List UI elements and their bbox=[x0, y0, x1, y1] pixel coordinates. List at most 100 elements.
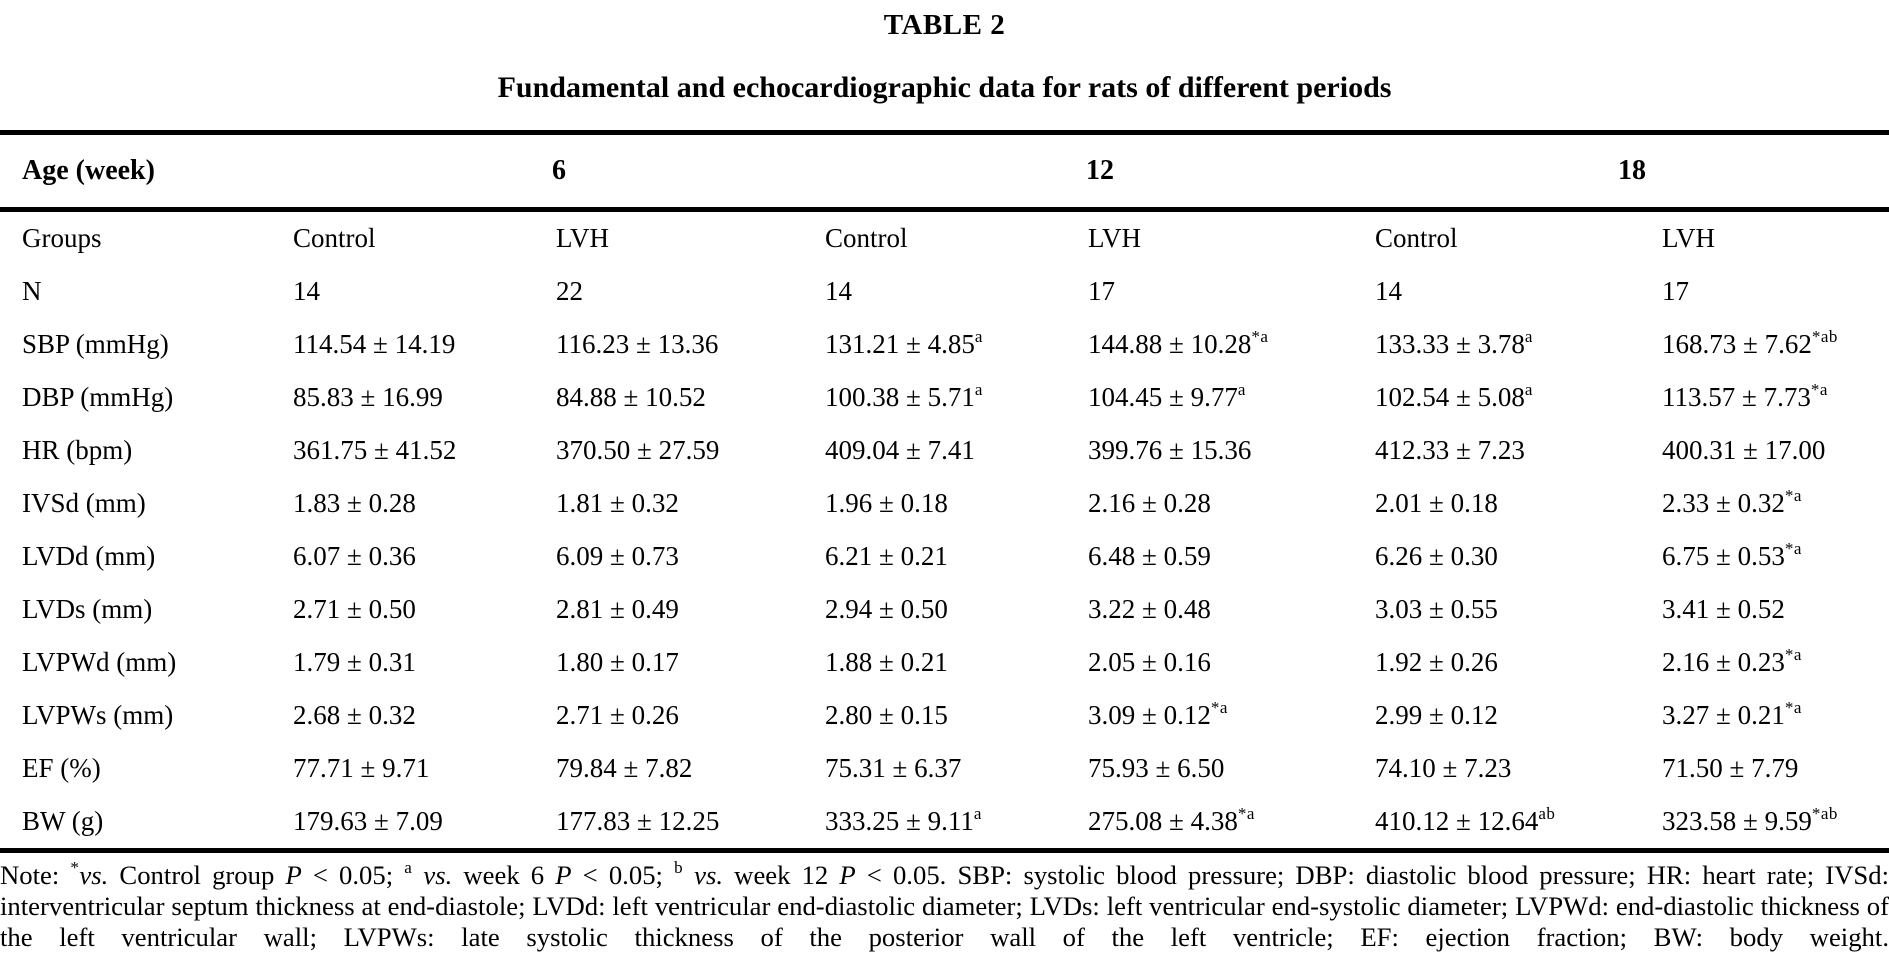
table-note: Note: *vs. Control group P < 0.05; a vs.… bbox=[0, 859, 1889, 953]
table-row: LVPWs (mm) 2.68 ± 0.32 2.71 ± 0.26 2.80 ± 0… bbox=[0, 689, 1889, 742]
data-cell: LVH bbox=[1088, 223, 1142, 253]
data-cell: 168.73 ± 7.62*ab bbox=[1662, 327, 1838, 359]
data-cell: 2.33 ± 0.32*a bbox=[1662, 486, 1802, 518]
data-cell: 84.88 ± 10.52 bbox=[556, 382, 706, 412]
significance-superscript: *a bbox=[1237, 804, 1255, 823]
data-cell: 6.26 ± 0.30 bbox=[1375, 541, 1498, 571]
data-cell: 333.25 ± 9.11a bbox=[825, 804, 982, 836]
data-cell: 85.83 ± 16.99 bbox=[293, 382, 443, 412]
significance-superscript: *a bbox=[1251, 327, 1269, 346]
table-row: LVDs (mm) 2.71 ± 0.50 2.81 ± 0.49 2.94 ± 0.… bbox=[0, 583, 1889, 636]
data-cell: 75.31 ± 6.37 bbox=[825, 753, 962, 783]
note-text-segment: vs. bbox=[423, 860, 453, 890]
row-label: LVPWd (mm) bbox=[22, 647, 177, 677]
row-label: BW (g) bbox=[22, 806, 104, 836]
table-row: BW (g) 179.63 ± 7.09 177.83 ± 12.25 333.25 … bbox=[0, 795, 1889, 851]
data-cell: 2.94 ± 0.50 bbox=[825, 594, 948, 624]
data-cell: 2.16 ± 0.23*a bbox=[1662, 645, 1802, 677]
data-cell: 2.81 ± 0.49 bbox=[556, 594, 679, 624]
data-cell: 14 bbox=[293, 276, 320, 306]
table-caption: Fundamental and echocardiographic data f… bbox=[497, 71, 1392, 104]
significance-superscript: *a bbox=[1210, 698, 1228, 717]
table-row: LVDd (mm) 6.07 ± 0.36 6.09 ± 0.73 6.21 ± 0.… bbox=[0, 530, 1889, 583]
data-cell: 3.27 ± 0.21*a bbox=[1662, 698, 1802, 730]
significance-superscript: *a bbox=[1784, 486, 1802, 505]
data-cell: 323.58 ± 9.59*ab bbox=[1662, 804, 1838, 836]
data-cell: 1.79 ± 0.31 bbox=[293, 647, 416, 677]
significance-superscript: a bbox=[1524, 327, 1533, 346]
significance-superscript: a bbox=[974, 380, 983, 399]
data-cell: 6.75 ± 0.53*a bbox=[1662, 539, 1802, 571]
age-week-header: Age (week) bbox=[0, 132, 293, 212]
data-cell: 75.93 ± 6.50 bbox=[1088, 753, 1225, 783]
data-cell: 100.38 ± 5.71a bbox=[825, 380, 983, 412]
data-cell: 6.48 ± 0.59 bbox=[1088, 541, 1211, 571]
data-cell: 410.12 ± 12.64ab bbox=[1375, 804, 1556, 836]
data-cell: 6.09 ± 0.73 bbox=[556, 541, 679, 571]
data-cell: 3.41 ± 0.52 bbox=[1662, 594, 1785, 624]
significance-superscript: *ab bbox=[1811, 327, 1838, 346]
data-cell: 409.04 ± 7.41 bbox=[825, 435, 975, 465]
row-label: IVSd (mm) bbox=[22, 488, 146, 518]
data-cell: 1.80 ± 0.17 bbox=[556, 647, 679, 677]
significance-superscript: ab bbox=[1538, 804, 1556, 823]
note-text-segment: Note: bbox=[0, 860, 71, 890]
note-text-segment: week 6 bbox=[452, 860, 556, 890]
data-cell: 6.07 ± 0.36 bbox=[293, 541, 416, 571]
note-text-segment: week 12 bbox=[723, 860, 840, 890]
data-cell: 14 bbox=[825, 276, 852, 306]
age-group-header-6: 6 bbox=[293, 132, 825, 212]
table-row: DBP (mmHg) 85.83 ± 16.99 84.88 ± 10.52 100.… bbox=[0, 371, 1889, 424]
note-text-segment bbox=[683, 860, 694, 890]
data-cell: LVH bbox=[1662, 223, 1716, 253]
data-cell: Control bbox=[825, 223, 908, 253]
data-cell: 14 bbox=[1375, 276, 1402, 306]
table-row: N 14 22 14 17 14 17 bbox=[0, 265, 1889, 318]
row-label: Groups bbox=[22, 223, 102, 253]
data-cell: 133.33 ± 3.78a bbox=[1375, 327, 1533, 359]
data-cell: 17 bbox=[1662, 276, 1689, 306]
data-cell: 400.31 ± 17.00 bbox=[1662, 435, 1826, 465]
data-cell: 3.09 ± 0.12*a bbox=[1088, 698, 1228, 730]
data-cell: 22 bbox=[556, 276, 583, 306]
row-label: SBP (mmHg) bbox=[22, 329, 169, 359]
significance-superscript: a bbox=[973, 804, 982, 823]
row-label: LVDs (mm) bbox=[22, 594, 153, 624]
data-cell: 2.71 ± 0.50 bbox=[293, 594, 416, 624]
note-text-segment: < 0.05. SBP: systolic blood pressure; DB… bbox=[0, 860, 1889, 952]
note-text-segment: P bbox=[285, 860, 302, 890]
data-cell: 113.57 ± 7.73*a bbox=[1662, 380, 1828, 412]
row-label: HR (bpm) bbox=[22, 435, 133, 465]
data-cell: 74.10 ± 7.23 bbox=[1375, 753, 1512, 783]
row-label: EF (%) bbox=[22, 753, 101, 783]
age-group-header-12: 12 bbox=[825, 132, 1375, 212]
note-text-segment: < 0.05; bbox=[301, 860, 405, 890]
data-cell: 177.83 ± 12.25 bbox=[556, 806, 720, 836]
data-cell: 1.92 ± 0.26 bbox=[1375, 647, 1498, 677]
significance-superscript: a bbox=[1524, 380, 1533, 399]
data-cell: LVH bbox=[556, 223, 610, 253]
note-text-segment: P bbox=[839, 860, 856, 890]
significance-superscript: a bbox=[974, 327, 983, 346]
significance-superscript: *a bbox=[1784, 645, 1802, 664]
data-cell: 361.75 ± 41.52 bbox=[293, 435, 457, 465]
data-cell: 6.21 ± 0.21 bbox=[825, 541, 948, 571]
data-cell: Control bbox=[293, 223, 376, 253]
significance-superscript: *ab bbox=[1811, 804, 1838, 823]
data-cell: 412.33 ± 7.23 bbox=[1375, 435, 1525, 465]
data-cell: 2.05 ± 0.16 bbox=[1088, 647, 1211, 677]
data-table: Age (week) 6 12 18 Groups Control LVH Contr… bbox=[0, 130, 1889, 853]
note-text-segment bbox=[412, 860, 423, 890]
data-cell: 2.80 ± 0.15 bbox=[825, 700, 948, 730]
note-text-segment: P bbox=[555, 860, 572, 890]
note-text-segment: vs. bbox=[694, 860, 724, 890]
data-cell: 79.84 ± 7.82 bbox=[556, 753, 693, 783]
age-group-header-18: 18 bbox=[1375, 132, 1889, 212]
data-cell: 144.88 ± 10.28*a bbox=[1088, 327, 1269, 359]
data-cell: Control bbox=[1375, 223, 1458, 253]
table-row: IVSd (mm) 1.83 ± 0.28 1.81 ± 0.32 1.96 ± 0.… bbox=[0, 477, 1889, 530]
data-cell: 2.01 ± 0.18 bbox=[1375, 488, 1498, 518]
data-cell: 3.22 ± 0.48 bbox=[1088, 594, 1211, 624]
data-cell: 1.88 ± 0.21 bbox=[825, 647, 948, 677]
data-cell: 2.71 ± 0.26 bbox=[556, 700, 679, 730]
